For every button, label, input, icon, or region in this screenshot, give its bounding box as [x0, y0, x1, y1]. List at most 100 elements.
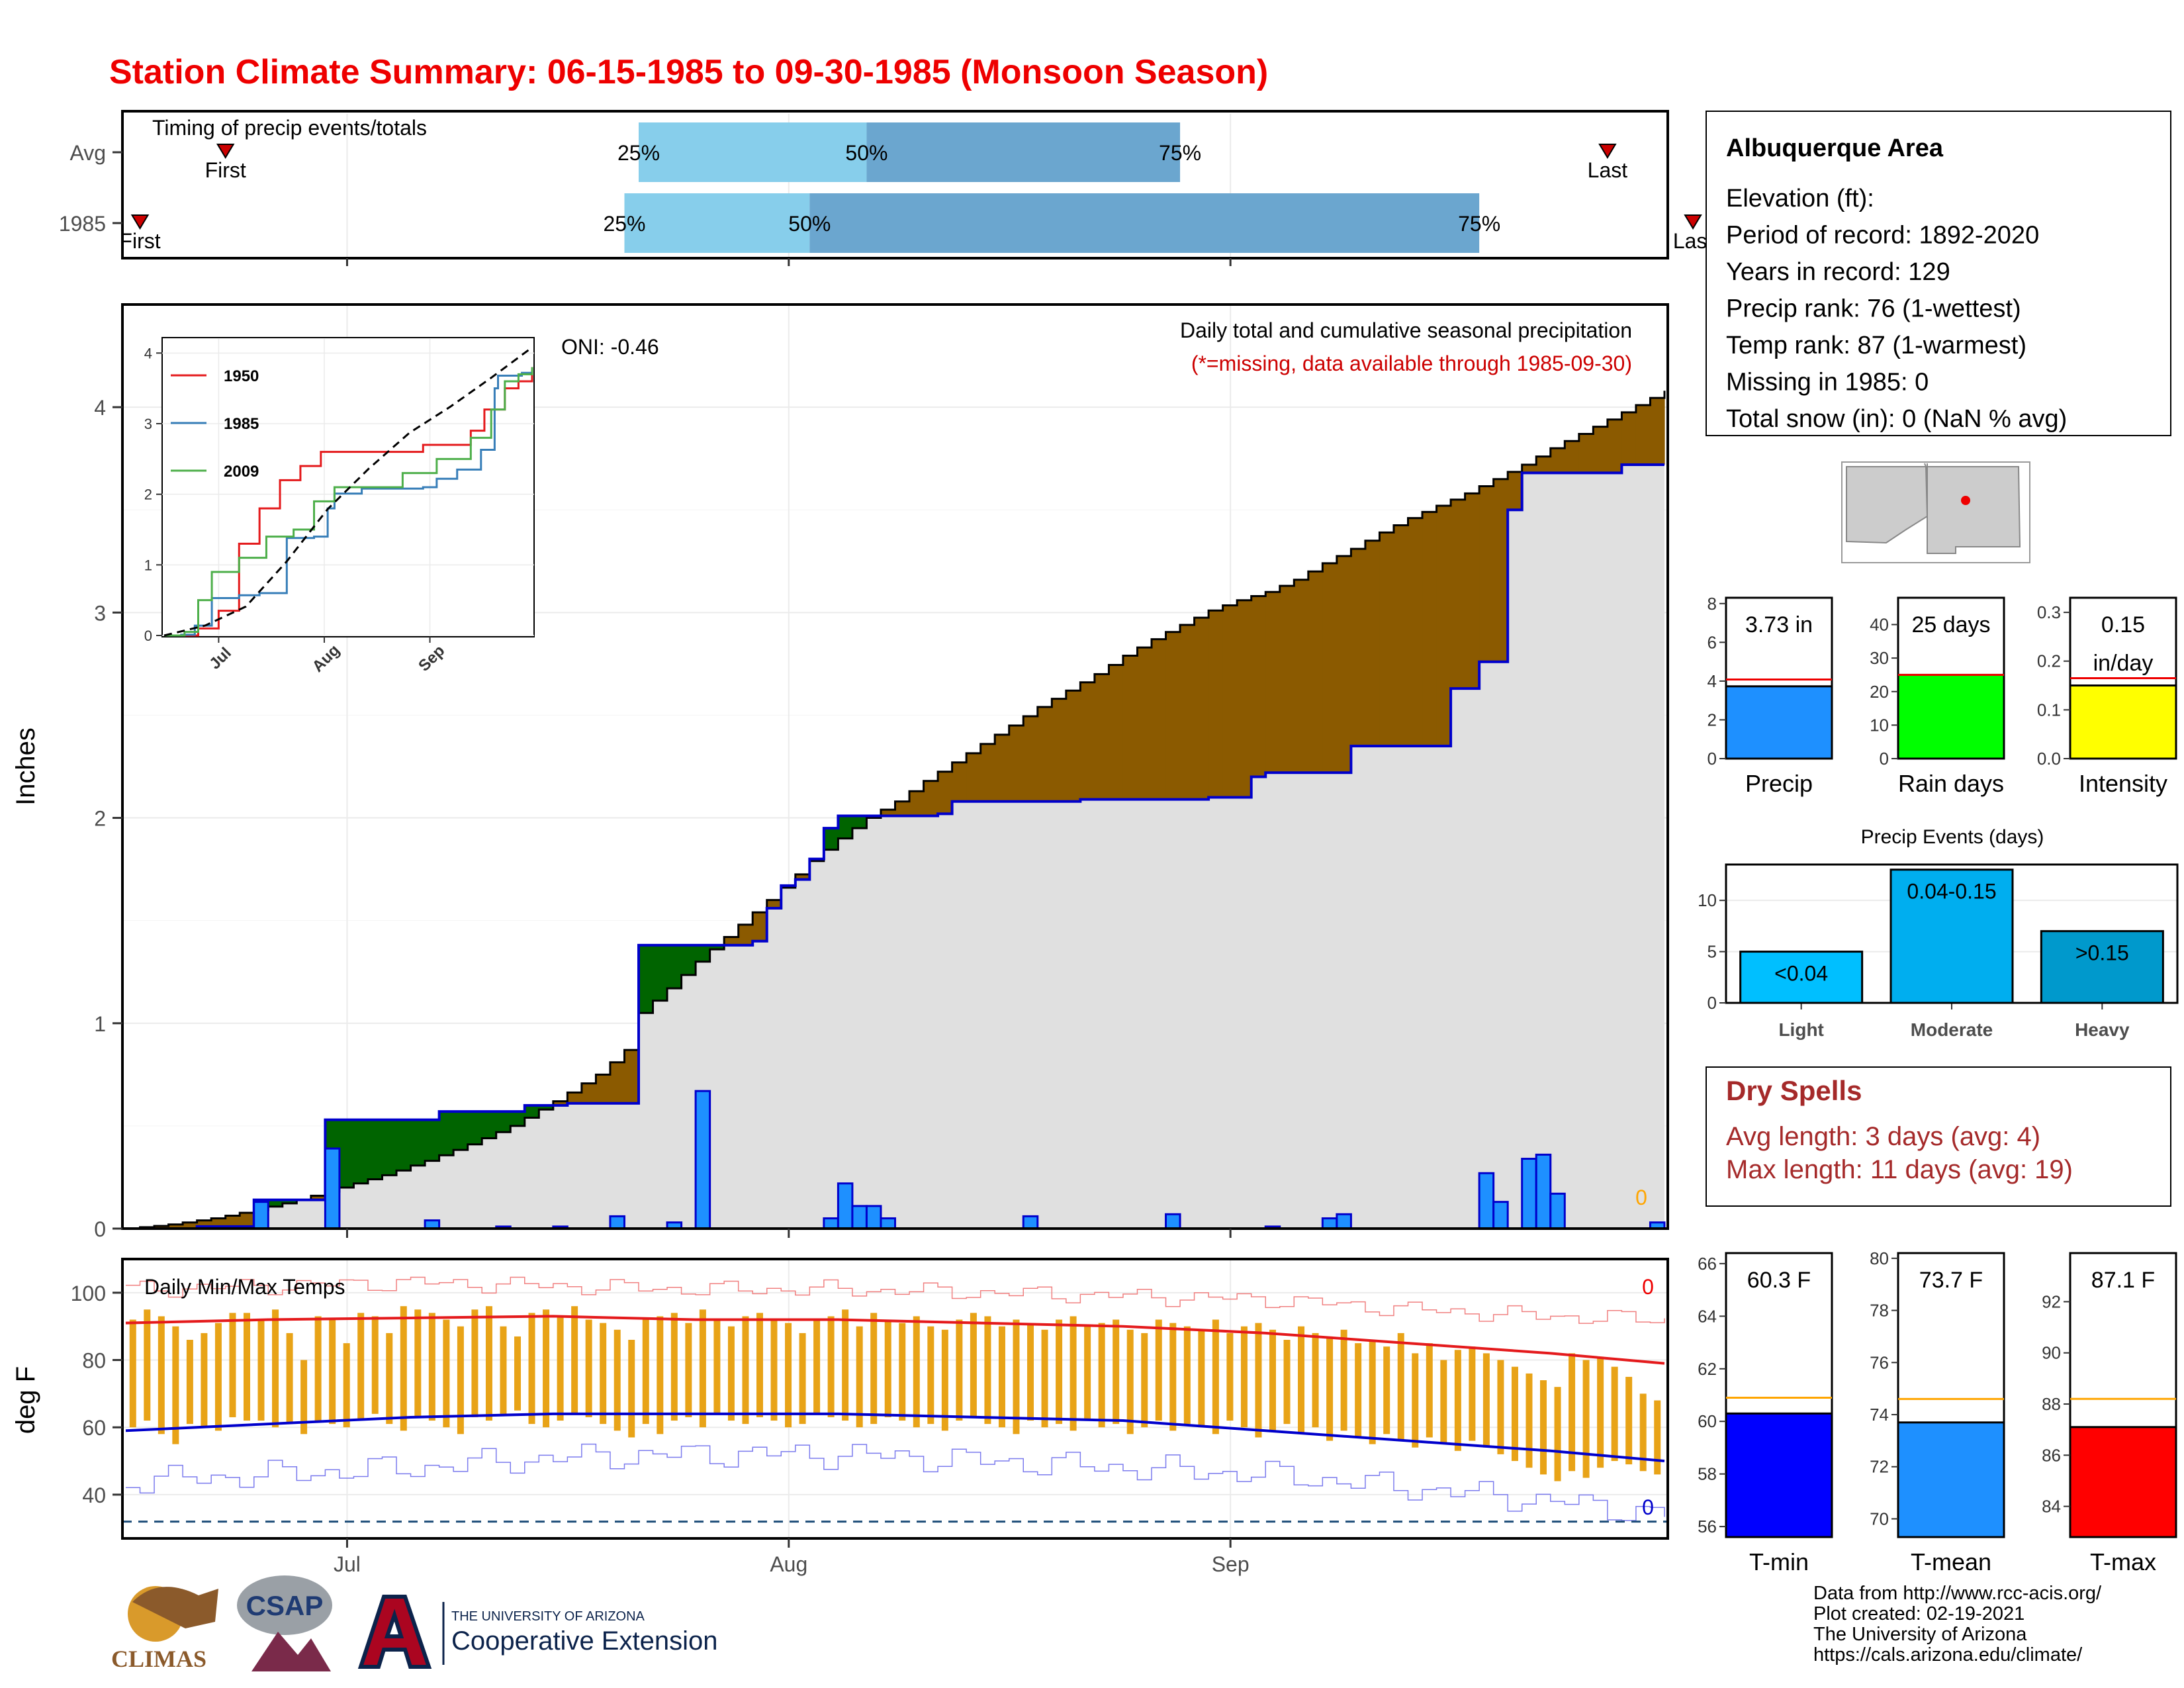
temp-daily-range-bar — [1582, 1360, 1590, 1478]
precip-surplus-area — [282, 1199, 297, 1203]
temp-daily-range-bar — [998, 1326, 1005, 1428]
temp-daily-range-bar — [842, 1309, 849, 1421]
timing-bar-25-50 — [639, 122, 867, 182]
footer-plot-created: Plot created: 02-19-2021 — [1813, 1603, 2025, 1624]
oni-label: ONI: -0.46 — [561, 335, 659, 359]
temp-daily-range-bar — [1625, 1376, 1633, 1465]
precip-daily-bar — [865, 1205, 882, 1230]
temp-daily-range-bar — [1269, 1329, 1276, 1431]
precip-events-category: Moderate — [1911, 1019, 1993, 1040]
temp-daily-range-bar — [543, 1309, 550, 1428]
station-info-box: Albuquerque Area Elevation (ft): Period o… — [1706, 111, 2171, 436]
precip-deficit-area — [310, 1196, 326, 1200]
footer-url: https://cals.arizona.edu/climate/ — [1813, 1644, 2083, 1665]
station-info-frame — [1706, 111, 2171, 436]
footer-credits: Data from http://www.rcc-acis.org/ Plot … — [1813, 1583, 2171, 1665]
timing-bar-50-75 — [809, 193, 1480, 253]
precip-deficit-area — [1536, 456, 1551, 473]
timing-p50-label: 50% — [845, 141, 887, 165]
temp-daily-range-bar — [371, 1316, 379, 1414]
temp-daily-range-bar — [1298, 1326, 1305, 1434]
temp-daily-range-bar — [941, 1329, 948, 1431]
climas-logo-shape — [132, 1587, 218, 1628]
precip-deficit-area — [1322, 563, 1338, 773]
precip-deficit-area — [1152, 639, 1167, 800]
temp-daily-range-bar — [614, 1329, 621, 1431]
precip-deficit-area — [1222, 605, 1238, 798]
precip-deficit-area — [1265, 592, 1281, 773]
dry-spells-box: Dry Spells Avg length: 3 days (avg: 4) M… — [1706, 1066, 2171, 1207]
intensity-y-tick-label: 0.0 — [2037, 749, 2061, 769]
precip-deficit-area — [1023, 716, 1038, 802]
precip-deficit-area — [1408, 518, 1423, 746]
inset-legend-label: 2009 — [224, 463, 259, 481]
temp-daily-range-bar — [1597, 1356, 1604, 1468]
timing-p25-label: 25% — [617, 141, 660, 165]
intensity-y-tick-label: 0.1 — [2037, 700, 2061, 720]
temp-daily-range-bar — [1183, 1326, 1191, 1425]
rain-days-bar — [1897, 673, 2005, 760]
precip-deficit-area — [240, 1213, 255, 1227]
temp-daily-range-bar — [1155, 1319, 1162, 1421]
precip-deficit-area — [596, 1074, 611, 1103]
precip-surplus-area — [439, 1111, 454, 1156]
rain-days-chart: 0 10 20 30 40 25 days Rain days — [1870, 596, 2005, 797]
t-max-category-label: T-max — [2090, 1548, 2156, 1575]
temp-missing-count-bottom: 0 — [1642, 1495, 1654, 1519]
precip-events-bar — [2040, 930, 2164, 1004]
precip-deficit-area — [1080, 682, 1095, 800]
t-mean-y-tick-label: 78 — [1870, 1301, 1889, 1321]
precip-surplus-area — [510, 1111, 525, 1126]
temp-daily-range-bar — [642, 1319, 649, 1425]
precip-deficit-area — [1451, 499, 1466, 689]
temp-daily-range-bar — [770, 1319, 778, 1421]
precip-deficit-area — [567, 1092, 582, 1103]
temp-daily-range-bar — [670, 1313, 678, 1421]
temp-daily-range-bar — [1312, 1333, 1319, 1428]
temp-x-tick-label: Sep — [1212, 1552, 1250, 1576]
temp-panel-frame — [121, 1258, 1669, 1540]
station-info-line: Period of record: 1892-2020 — [1726, 222, 2039, 250]
precip-deficit-area — [752, 912, 768, 941]
temp-avg-min-line — [125, 1412, 1665, 1463]
ua-logo-line1: THE UNIVERSITY OF ARIZONA — [451, 1609, 645, 1624]
precip-events-title: Precip Events (days) — [1861, 826, 2044, 848]
precip-deficit-area — [581, 1083, 597, 1103]
precip-total-y-tick-label: 6 — [1707, 632, 1717, 652]
temp-daily-range-bar — [485, 1306, 492, 1421]
timing-first-label: First — [205, 158, 246, 182]
precip-daily-bar — [837, 1182, 854, 1230]
station-location-dot — [1961, 496, 1970, 505]
temp-daily-range-bar — [1013, 1319, 1020, 1434]
precip-surplus-area — [482, 1111, 497, 1139]
temp-daily-range-bar — [457, 1326, 464, 1434]
temp-daily-range-bar — [1639, 1393, 1647, 1472]
t-mean-y-tick-label: 72 — [1870, 1457, 1889, 1477]
precip-deficit-area — [1635, 405, 1651, 465]
precip-deficit-area — [1165, 632, 1181, 800]
dry-spells-max: Max length: 11 days (avg: 19) — [1726, 1155, 2073, 1184]
temp-daily-range-bar — [1554, 1387, 1561, 1481]
precip-daily-bar — [694, 1090, 711, 1230]
temp-daily-range-bar — [1611, 1366, 1618, 1462]
t-min-y-tick-label: 64 — [1698, 1306, 1717, 1326]
temp-x-tick-label: Jul — [334, 1552, 361, 1576]
t-max-y-tick-label: 86 — [2042, 1445, 2061, 1465]
precip-events-y-tick-label: 5 — [1707, 942, 1717, 962]
precip-deficit-area — [553, 1101, 568, 1105]
precip-deficit-area — [1094, 674, 1110, 800]
temp-daily-range-bar — [400, 1306, 407, 1431]
precip-events-category: Heavy — [2075, 1019, 2130, 1040]
temp-daily-range-bar — [500, 1326, 507, 1414]
temp-daily-range-bar — [1141, 1333, 1148, 1428]
inset-y-tick-label: 1 — [144, 557, 152, 573]
precip-chart-subtitle: (*=missing, data available through 1985-… — [1191, 352, 1632, 375]
precip-surplus-area — [696, 945, 711, 962]
temp-daily-range-bar — [314, 1316, 322, 1421]
precip-deficit-area — [909, 791, 925, 816]
precip-deficit-area — [766, 900, 782, 909]
timing-p50-label: 50% — [788, 212, 831, 236]
precip-missing-count: 0 — [1635, 1186, 1647, 1209]
precip-surplus-area — [339, 1119, 355, 1188]
